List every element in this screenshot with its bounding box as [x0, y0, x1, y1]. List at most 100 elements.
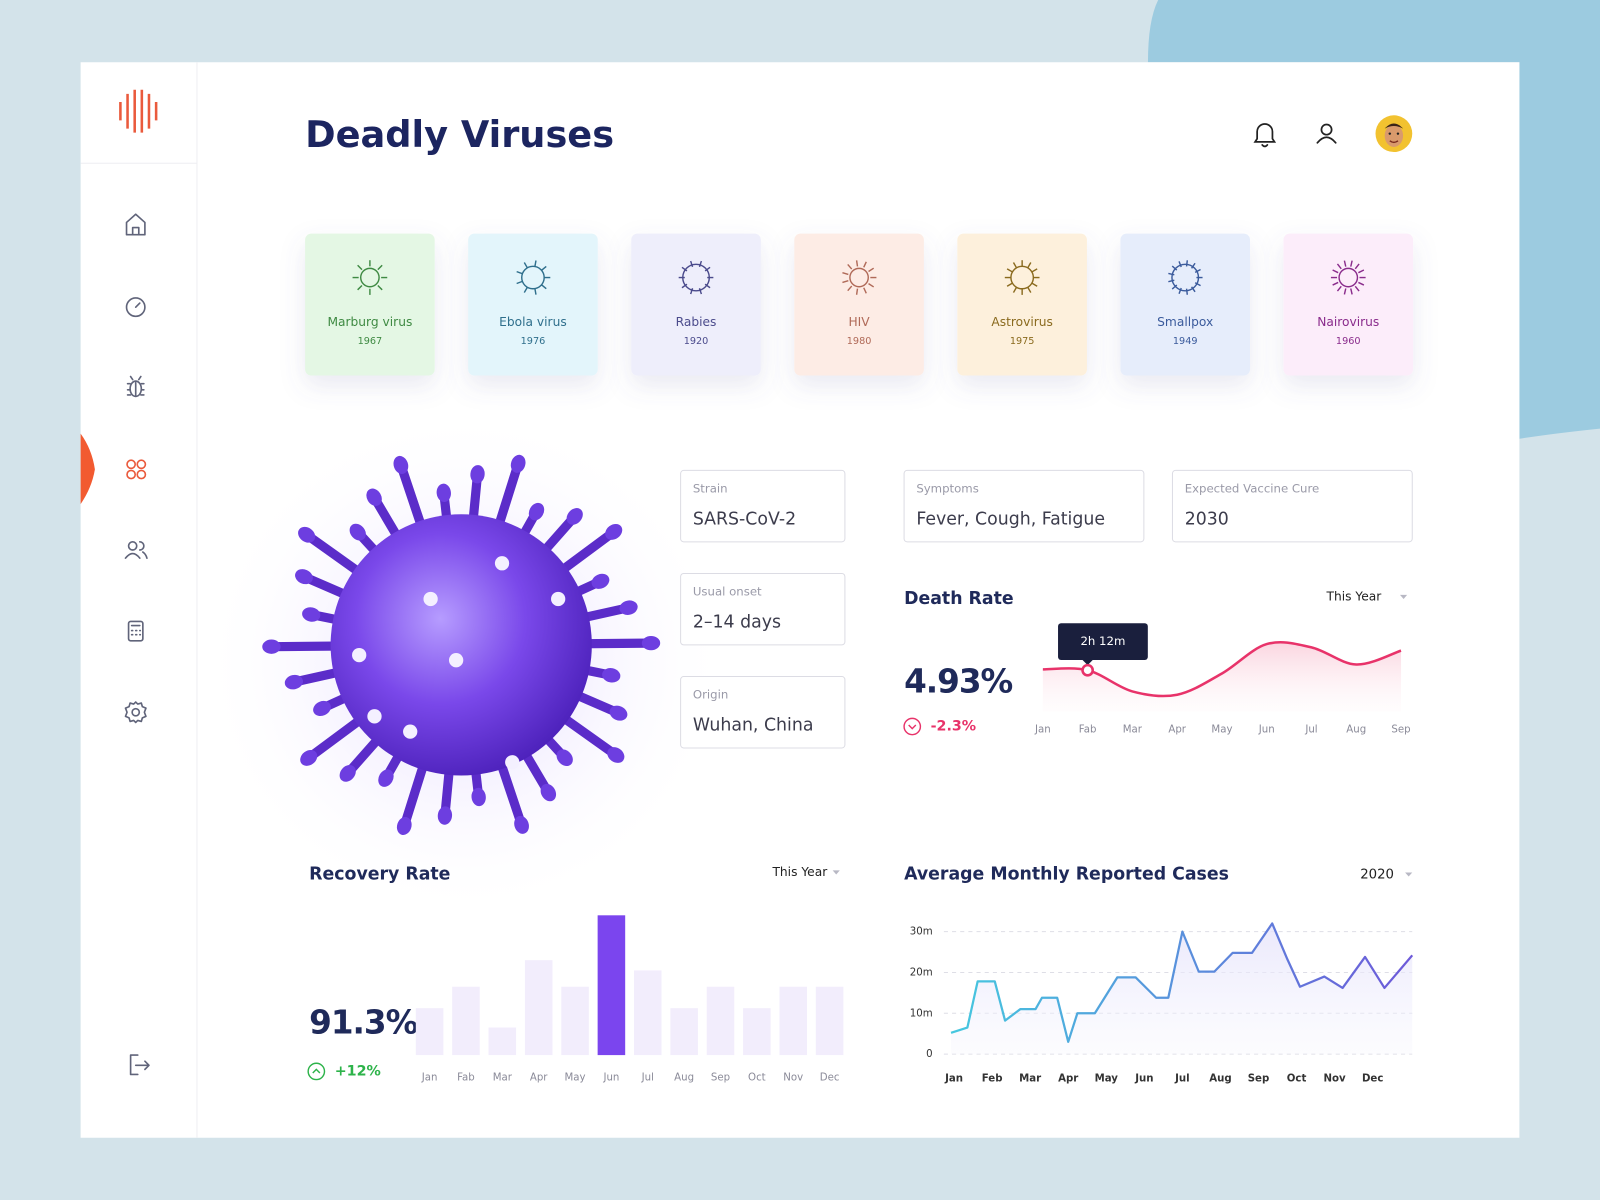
icon-spike	[516, 280, 523, 285]
icon-core	[1338, 267, 1359, 288]
dropdown-caret[interactable]	[1400, 594, 1408, 599]
virus-spike-tip	[556, 749, 573, 766]
y-tick-label: 20m	[910, 967, 933, 978]
bar	[706, 986, 735, 1056]
field-label: Expected Vaccine Cure	[1185, 481, 1320, 495]
nav-home[interactable]	[125, 213, 146, 236]
nav-people[interactable]	[124, 541, 148, 559]
period-selector[interactable]: 2020	[1360, 867, 1394, 882]
virus-year: 1976	[521, 336, 546, 347]
card-background	[631, 233, 761, 376]
chart-title: Average Monthly Reported Cases	[904, 864, 1229, 884]
profile-button[interactable]	[1316, 123, 1337, 144]
tooltip-pointer	[1082, 660, 1093, 666]
virus-illustration	[262, 454, 661, 835]
field-label: Usual onset	[693, 584, 762, 598]
virus-card[interactable]: Marburg virus 1967	[305, 233, 435, 376]
x-tick-label: Mar	[1019, 1074, 1041, 1085]
virus-spike-tip	[471, 787, 486, 807]
virus-bead	[352, 647, 367, 663]
virus-card[interactable]: Astrovirus 1975	[957, 233, 1087, 376]
card-background	[1283, 233, 1414, 376]
icon-spike	[842, 271, 849, 276]
bar	[488, 1027, 517, 1056]
avatar[interactable]	[1375, 115, 1413, 153]
x-tick-label: Jul	[641, 1073, 654, 1084]
virus-bead	[505, 755, 520, 770]
x-tick-label: Jan	[944, 1074, 963, 1085]
virus-name: Rabies	[676, 315, 717, 329]
x-tick-label: Feb	[982, 1074, 1003, 1085]
field-value: Wuhan, China	[693, 716, 814, 736]
virus-spike-tip	[605, 523, 623, 540]
virus-spike-tip	[528, 502, 545, 521]
field-label: Symptoms	[916, 481, 979, 495]
virus-card[interactable]: HIV 1980	[794, 233, 924, 376]
icon-spike	[1343, 288, 1347, 295]
virus-spike-tip	[396, 816, 412, 835]
x-tick-label: Apr	[1168, 725, 1186, 736]
icon-spike	[1185, 260, 1189, 267]
icon-spike	[868, 283, 875, 288]
icon-spike	[1178, 287, 1182, 295]
line	[1042, 641, 1402, 698]
icon-spike	[689, 288, 694, 295]
x-tick-label: Jul	[1174, 1074, 1190, 1085]
nav-calculator[interactable]	[127, 620, 144, 642]
icon-spike	[534, 288, 537, 295]
virus-spike-tip	[437, 806, 453, 825]
bar	[561, 986, 589, 1056]
bar	[415, 1008, 444, 1056]
virus-icon	[678, 260, 714, 295]
icon-spike	[1354, 285, 1360, 292]
virus-spike-tip	[393, 455, 409, 474]
icon-spike	[704, 283, 711, 289]
x-tick-label: Sep	[711, 1073, 730, 1084]
nav-settings[interactable]	[124, 701, 147, 724]
nav-dashboard[interactable]	[125, 297, 146, 318]
x-tick-label: Jan	[1034, 725, 1051, 736]
virus-card[interactable]: Rabies 1920	[631, 233, 761, 376]
virus-spike-tip	[284, 674, 303, 690]
virus-year: 1949	[1173, 336, 1198, 347]
icon-spike	[863, 287, 867, 294]
virus-card[interactable]: Nairovirus 1960	[1283, 233, 1414, 376]
detail-field: Strain SARS-CoV-2	[680, 469, 846, 543]
x-tick-label: Fab	[1079, 725, 1097, 736]
dropdown-caret[interactable]	[1405, 872, 1413, 877]
chart-title: Death Rate	[904, 589, 1014, 609]
nav-apps[interactable]	[126, 459, 147, 480]
icon-spike	[1185, 288, 1189, 295]
icon-spike	[357, 264, 363, 271]
icon-spike	[541, 284, 547, 290]
notification-button[interactable]	[1253, 123, 1277, 148]
virus-bead	[551, 591, 566, 607]
icon-spike	[534, 260, 537, 267]
field-box	[903, 469, 1145, 543]
x-tick-label: Sep	[1248, 1074, 1270, 1085]
headline-value: 91.3%	[309, 1003, 417, 1041]
virus-name: Smallpox	[1157, 315, 1213, 329]
period-selector[interactable]: This Year	[1326, 589, 1383, 603]
x-tick-label: Dec	[1362, 1074, 1383, 1085]
virus-bead	[367, 709, 382, 724]
icon-spike	[1012, 286, 1018, 293]
virus-spike-tip	[591, 573, 610, 589]
x-tick-label: Mar	[493, 1073, 513, 1084]
icon-spike	[698, 260, 703, 268]
change-icon	[903, 717, 922, 736]
virus-card[interactable]: Smallpox 1949	[1120, 233, 1250, 376]
nav-logout[interactable]	[129, 1054, 150, 1076]
field-box	[680, 572, 846, 646]
virus-bead	[423, 591, 438, 607]
virus-spike-tip	[295, 569, 313, 585]
virus-card[interactable]: Ebola virus 1976	[468, 233, 598, 376]
card-background	[1120, 233, 1250, 376]
dropdown-caret[interactable]	[832, 870, 840, 875]
chart: Recovery Rate This Year 91.3% +12% Jan Fab Mar…	[307, 864, 844, 1084]
nav-viruses[interactable]	[126, 375, 145, 398]
icon-spike	[1006, 268, 1013, 273]
x-tick-label: Jul	[1304, 725, 1317, 736]
period-selector[interactable]: This Year	[771, 865, 828, 879]
